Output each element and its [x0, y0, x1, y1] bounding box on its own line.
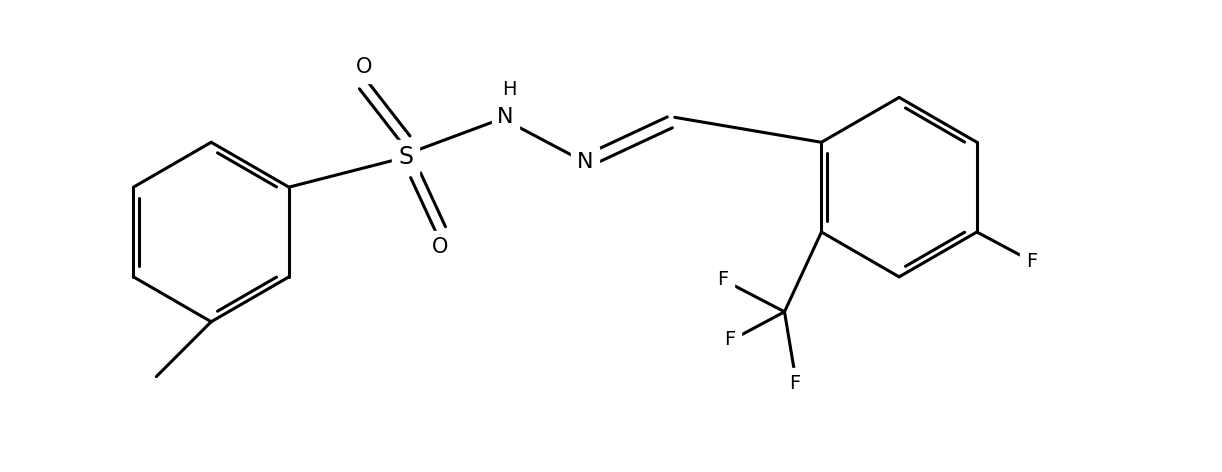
Text: O: O	[433, 237, 448, 257]
Text: N: N	[577, 152, 594, 172]
Text: F: F	[723, 330, 736, 349]
Text: F: F	[789, 374, 800, 393]
Text: F: F	[1026, 253, 1037, 271]
Text: S: S	[398, 145, 413, 169]
Text: H: H	[502, 80, 517, 99]
Text: F: F	[717, 270, 728, 289]
Text: N: N	[497, 107, 513, 127]
Text: O: O	[356, 58, 371, 77]
